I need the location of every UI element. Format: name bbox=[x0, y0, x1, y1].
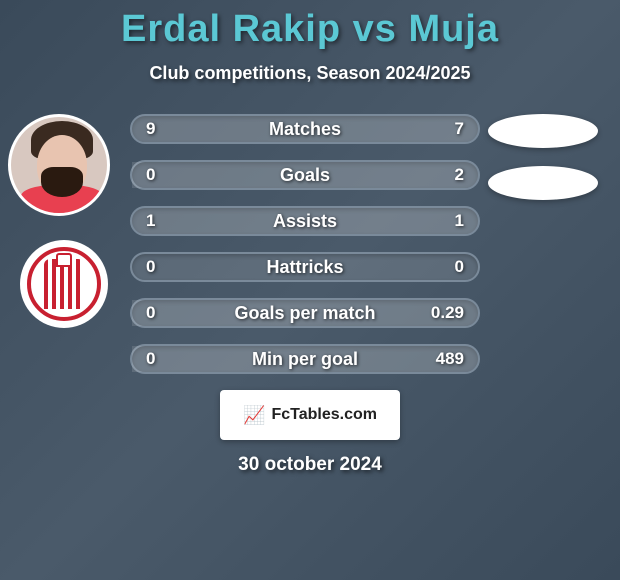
stat-row: 1Assists1 bbox=[130, 206, 480, 236]
brand-badge: 📈 FcTables.com bbox=[220, 390, 400, 440]
stat-bars: 9Matches70Goals21Assists10Hattricks00Goa… bbox=[130, 114, 480, 374]
stat-right-value: 1 bbox=[455, 211, 464, 231]
brand-label: FcTables.com bbox=[271, 406, 377, 424]
left-player-column bbox=[8, 114, 118, 328]
stat-right-value: 7 bbox=[455, 119, 464, 139]
blank-badge-placeholder bbox=[488, 166, 598, 200]
stat-row: 9Matches7 bbox=[130, 114, 480, 144]
stat-label: Assists bbox=[132, 211, 478, 232]
footer-date: 30 october 2024 bbox=[0, 454, 620, 476]
stat-right-value: 2 bbox=[455, 165, 464, 185]
stat-label: Goals bbox=[132, 165, 478, 186]
stat-label: Min per goal bbox=[132, 349, 478, 370]
stat-right-value: 0 bbox=[455, 257, 464, 277]
stat-label: Matches bbox=[132, 119, 478, 140]
page-subtitle: Club competitions, Season 2024/2025 bbox=[0, 63, 620, 84]
blank-avatar-placeholder bbox=[488, 114, 598, 148]
comparison-content: 9Matches70Goals21Assists10Hattricks00Goa… bbox=[0, 114, 620, 374]
stat-right-value: 489 bbox=[436, 349, 464, 369]
stat-label: Goals per match bbox=[132, 303, 478, 324]
stat-right-value: 0.29 bbox=[431, 303, 464, 323]
stat-row: 0Hattricks0 bbox=[130, 252, 480, 282]
stat-row: 0Goals2 bbox=[130, 160, 480, 190]
page-title: Erdal Rakip vs Muja bbox=[0, 0, 620, 51]
chart-icon: 📈 bbox=[243, 405, 265, 426]
player-avatar bbox=[8, 114, 110, 216]
club-badge bbox=[20, 240, 108, 328]
right-player-column bbox=[488, 114, 608, 218]
stat-label: Hattricks bbox=[132, 257, 478, 278]
stat-row: 0Goals per match0.29 bbox=[130, 298, 480, 328]
stat-row: 0Min per goal489 bbox=[130, 344, 480, 374]
